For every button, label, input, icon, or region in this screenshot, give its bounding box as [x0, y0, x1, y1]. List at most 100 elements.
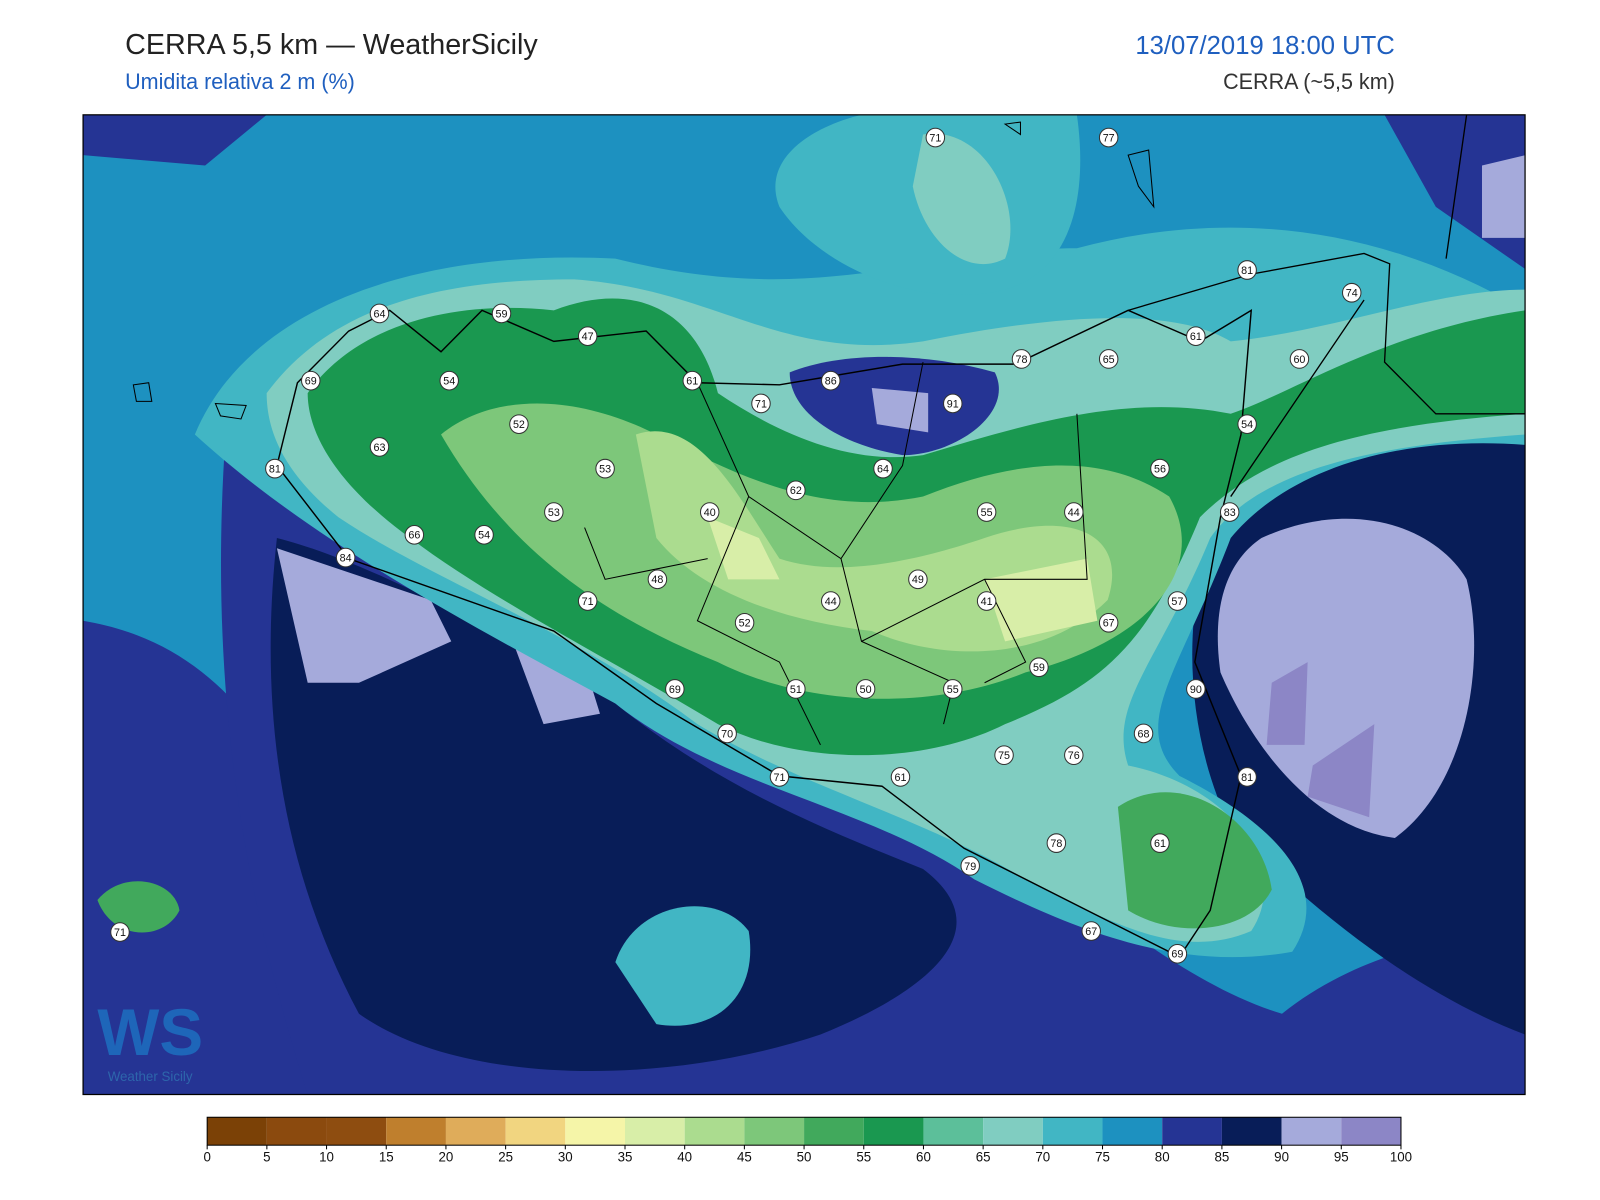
colorbar-tick-label: 30 [558, 1150, 573, 1165]
colorbar-band [1162, 1117, 1222, 1146]
colorbar-band [863, 1117, 924, 1146]
datetime: 13/07/2019 18:00 UTC [1135, 32, 1394, 60]
station-marker [1289, 349, 1310, 369]
station-marker [1237, 260, 1257, 280]
station-value: 90 [1190, 684, 1202, 696]
station-marker [820, 370, 841, 391]
station: 59 [491, 303, 512, 324]
station-value: 61 [1190, 331, 1202, 343]
station-value: 71 [755, 398, 767, 410]
station-marker [994, 745, 1014, 766]
station: 50 [855, 679, 876, 699]
station: 64 [369, 303, 390, 324]
station: 76 [1064, 745, 1084, 766]
station: 74 [1341, 282, 1362, 303]
station: 81 [1237, 767, 1257, 787]
station: 40 [699, 502, 720, 522]
colorbar-tick-label: 60 [916, 1150, 931, 1165]
station-marker [890, 767, 911, 787]
station-marker [1029, 657, 1049, 678]
colorbar-band [505, 1117, 566, 1146]
station-value: 74 [1346, 288, 1358, 300]
colorbar-tick-label: 10 [319, 1150, 334, 1165]
logo-name: Weather Sicily [108, 1069, 193, 1084]
station-marker [786, 679, 806, 699]
logo-mark: WS [97, 995, 203, 1069]
station: 52 [734, 612, 755, 633]
colorbar-band [207, 1117, 267, 1146]
station: 69 [301, 370, 321, 391]
station-value: 63 [373, 442, 385, 454]
colorbar-band [804, 1117, 864, 1146]
station-value: 86 [825, 376, 837, 388]
station-marker [943, 679, 963, 699]
station: 64 [873, 458, 893, 479]
station-marker [1167, 943, 1188, 964]
station: 47 [577, 326, 598, 347]
station-value: 61 [894, 772, 906, 784]
station-value: 54 [1241, 419, 1253, 431]
station: 84 [335, 547, 356, 568]
station: 75 [994, 745, 1014, 766]
station-marker [369, 303, 390, 324]
station-value: 75 [998, 750, 1010, 762]
colorbar-band [386, 1117, 446, 1146]
station-marker [1186, 679, 1206, 699]
colorbar-tick-label: 55 [856, 1150, 871, 1165]
station: 86 [820, 370, 841, 391]
station-value: 41 [981, 596, 993, 608]
station-value: 51 [790, 684, 802, 696]
station-marker [717, 723, 737, 744]
station: 78 [1011, 349, 1032, 369]
station: 44 [820, 591, 841, 611]
station: 66 [404, 525, 425, 545]
station-value: 55 [981, 507, 993, 519]
station-value: 78 [1050, 838, 1062, 850]
colorbar-band [1341, 1117, 1401, 1146]
station-value: 69 [669, 684, 681, 696]
station-value: 71 [114, 927, 126, 939]
station-value: 48 [651, 574, 663, 586]
colorbar-tick-label: 80 [1155, 1150, 1170, 1165]
station: 71 [110, 922, 130, 942]
colorbar-tick-label: 20 [439, 1150, 454, 1165]
station-marker [786, 480, 806, 501]
station-marker [855, 679, 876, 699]
station-value: 68 [1138, 728, 1150, 740]
station-marker [404, 525, 425, 545]
station-marker [509, 414, 529, 434]
station-marker [1098, 349, 1119, 369]
colorbar-tick-label: 70 [1035, 1150, 1050, 1165]
station: 68 [1133, 723, 1154, 744]
station-marker [1150, 833, 1170, 853]
station-value: 57 [1171, 596, 1183, 608]
station: 55 [943, 679, 963, 699]
station-value: 61 [1154, 838, 1166, 850]
station-value: 60 [1293, 354, 1305, 366]
station-marker [1219, 502, 1240, 522]
station-marker [665, 679, 685, 699]
station-value: 61 [686, 376, 698, 388]
station: 77 [1098, 127, 1119, 148]
station-value: 40 [704, 507, 716, 519]
station: 61 [1150, 833, 1170, 853]
station: 78 [1046, 833, 1067, 853]
logo: WS Weather Sicily [97, 995, 203, 1084]
colorbar-band [326, 1117, 387, 1146]
station-marker [1046, 833, 1067, 853]
station-value: 55 [947, 684, 959, 696]
station: 67 [1098, 612, 1119, 633]
station-value: 81 [1241, 772, 1253, 784]
station: 81 [265, 458, 285, 479]
station-marker [491, 303, 512, 324]
station: 54 [474, 525, 494, 545]
station-value: 53 [599, 463, 611, 475]
colorbar-band [983, 1117, 1043, 1146]
station-value: 91 [947, 398, 959, 410]
title: CERRA 5,5 km — WeatherSicily [125, 29, 538, 61]
station: 91 [943, 393, 963, 414]
station-marker [1098, 127, 1119, 148]
station-marker [960, 856, 980, 876]
station-marker [682, 370, 703, 391]
